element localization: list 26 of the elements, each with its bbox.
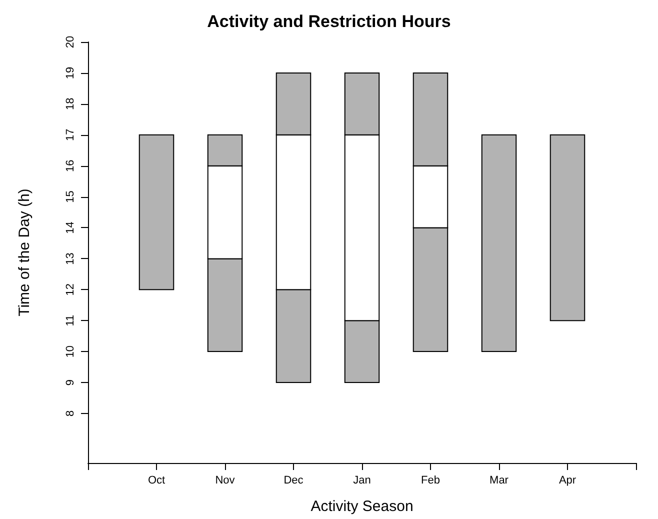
y-tick-label: 12 xyxy=(64,284,76,296)
y-tick-label: 17 xyxy=(64,128,76,141)
y-tick-label: 9 xyxy=(64,379,76,386)
y-tick-label: 18 xyxy=(64,98,76,110)
bar xyxy=(550,134,586,322)
x-axis-title: Activity Season xyxy=(310,498,414,515)
y-axis-title: Time of the Day (h) xyxy=(16,188,33,316)
x-tick-label: Apr xyxy=(558,474,576,486)
x-tick-label: Dec xyxy=(284,474,304,486)
x-tick-label: Oct xyxy=(148,474,166,486)
y-tick-label: 15 xyxy=(64,190,76,203)
y-tick-label: 8 xyxy=(64,410,76,417)
bar xyxy=(138,134,174,290)
chart-title: Activity and Restriction Hours xyxy=(207,12,451,31)
y-tick-label: 20 xyxy=(64,36,76,48)
x-tick-label: Mar xyxy=(490,474,509,486)
x-tick-label: Feb xyxy=(421,474,440,486)
y-tick-label: 10 xyxy=(64,345,76,358)
y-tick-label: 14 xyxy=(64,222,76,234)
x-tick-label: Jan xyxy=(353,474,371,486)
y-tick-label: 19 xyxy=(64,66,76,80)
y-tick-label: 13 xyxy=(64,252,76,265)
y-tick-label: 11 xyxy=(64,314,76,326)
bar xyxy=(481,134,517,352)
y-tick-label: 16 xyxy=(64,160,76,172)
x-tick-label: Nov xyxy=(215,474,236,486)
